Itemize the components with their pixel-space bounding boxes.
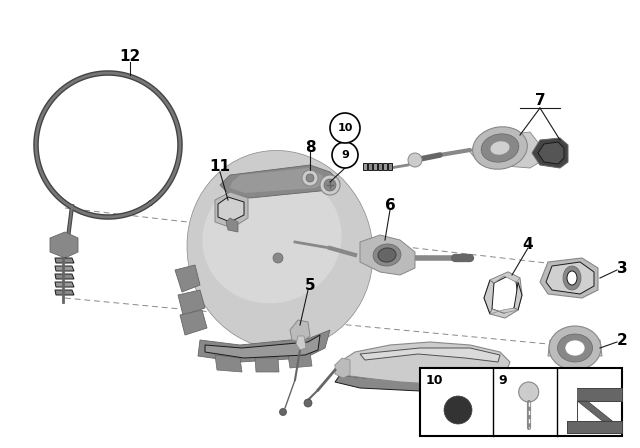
Polygon shape xyxy=(198,330,330,362)
Polygon shape xyxy=(335,375,508,392)
Polygon shape xyxy=(175,265,200,292)
Polygon shape xyxy=(215,355,242,372)
Circle shape xyxy=(273,253,283,263)
Polygon shape xyxy=(296,336,306,350)
Polygon shape xyxy=(532,138,568,168)
Text: 6: 6 xyxy=(385,198,396,212)
Circle shape xyxy=(408,153,422,167)
Polygon shape xyxy=(490,308,518,314)
Ellipse shape xyxy=(567,271,577,285)
Polygon shape xyxy=(368,163,372,170)
Polygon shape xyxy=(488,276,518,313)
Text: 8: 8 xyxy=(305,139,316,155)
Text: 9: 9 xyxy=(499,374,507,387)
Circle shape xyxy=(280,409,287,415)
Ellipse shape xyxy=(481,134,519,162)
Polygon shape xyxy=(378,163,382,170)
Text: 2: 2 xyxy=(616,332,627,348)
Polygon shape xyxy=(546,262,594,294)
Text: 1: 1 xyxy=(495,413,505,427)
Text: 3: 3 xyxy=(617,260,627,276)
Text: 10: 10 xyxy=(425,374,443,387)
Circle shape xyxy=(306,174,314,182)
Circle shape xyxy=(320,175,340,195)
Text: 7: 7 xyxy=(534,92,545,108)
Polygon shape xyxy=(538,142,564,164)
Polygon shape xyxy=(360,348,500,362)
Circle shape xyxy=(332,142,358,168)
Polygon shape xyxy=(226,218,238,232)
Ellipse shape xyxy=(378,248,396,262)
Ellipse shape xyxy=(373,244,401,266)
Polygon shape xyxy=(388,163,392,170)
Ellipse shape xyxy=(202,172,342,303)
Polygon shape xyxy=(290,320,310,342)
Polygon shape xyxy=(577,388,622,401)
Polygon shape xyxy=(548,340,602,356)
Polygon shape xyxy=(178,290,205,315)
Polygon shape xyxy=(220,165,340,198)
Polygon shape xyxy=(490,272,520,283)
Circle shape xyxy=(302,170,318,186)
Ellipse shape xyxy=(490,141,510,155)
Polygon shape xyxy=(568,421,622,433)
Polygon shape xyxy=(55,290,74,295)
Polygon shape xyxy=(230,168,325,193)
Polygon shape xyxy=(180,310,207,335)
Ellipse shape xyxy=(563,266,581,290)
Text: 4: 4 xyxy=(523,237,533,251)
Circle shape xyxy=(304,399,312,407)
Polygon shape xyxy=(484,280,494,314)
Polygon shape xyxy=(55,258,74,263)
Polygon shape xyxy=(50,232,78,258)
Text: 10: 10 xyxy=(337,123,353,133)
Text: 9: 9 xyxy=(341,150,349,160)
Text: 12: 12 xyxy=(120,48,141,64)
Polygon shape xyxy=(335,358,350,378)
Polygon shape xyxy=(218,197,244,222)
Text: 5: 5 xyxy=(305,277,316,293)
Polygon shape xyxy=(484,272,522,318)
Polygon shape xyxy=(205,335,320,358)
Circle shape xyxy=(330,113,360,143)
Polygon shape xyxy=(363,163,367,170)
Polygon shape xyxy=(335,342,510,385)
Polygon shape xyxy=(373,163,377,170)
Polygon shape xyxy=(470,132,540,168)
Polygon shape xyxy=(577,401,612,421)
Text: 200162: 200162 xyxy=(583,427,620,437)
Ellipse shape xyxy=(565,340,585,356)
Circle shape xyxy=(324,179,336,191)
Polygon shape xyxy=(55,282,74,287)
Polygon shape xyxy=(360,235,415,275)
Polygon shape xyxy=(215,192,248,228)
Polygon shape xyxy=(55,266,74,271)
Ellipse shape xyxy=(557,334,593,362)
Polygon shape xyxy=(288,352,312,368)
Ellipse shape xyxy=(549,326,601,370)
Ellipse shape xyxy=(187,151,373,349)
Ellipse shape xyxy=(473,127,527,169)
Text: 11: 11 xyxy=(209,159,230,173)
Polygon shape xyxy=(540,258,598,298)
Bar xyxy=(420,368,622,436)
Polygon shape xyxy=(55,274,74,279)
Polygon shape xyxy=(383,163,387,170)
Circle shape xyxy=(444,396,472,424)
Circle shape xyxy=(519,382,539,402)
Polygon shape xyxy=(514,282,522,310)
Polygon shape xyxy=(255,358,279,372)
